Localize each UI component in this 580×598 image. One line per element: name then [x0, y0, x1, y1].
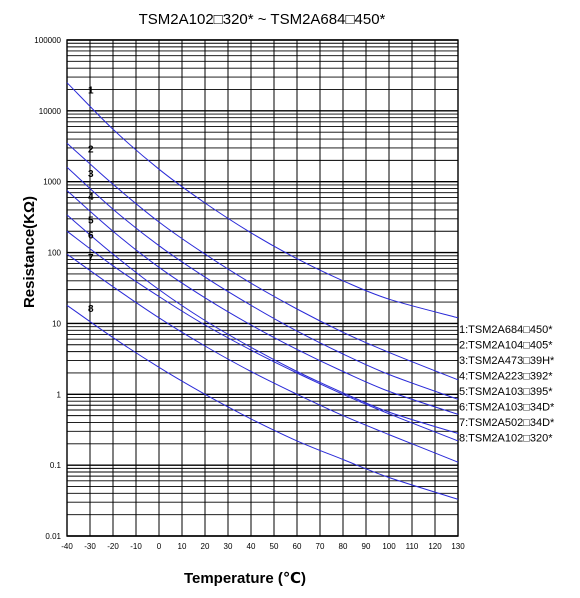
- series-line-5: [66, 214, 459, 434]
- x-tick-label: 100: [382, 542, 396, 551]
- chart-title: TSM2A102□320* ~ TSM2A684□450*: [139, 11, 386, 28]
- x-tick-label: 90: [362, 542, 371, 551]
- y-tick-labels: 0.01 0.1 1 10 100 1000 10000 100000: [34, 36, 61, 541]
- x-tick-labels: -40 -30 -20 -10 0 10 20 30 40 50 60 70 80 90 100 110 120…: [61, 542, 465, 551]
- legend: 1:TSM2A684□450* 2:TSM2A104□405* 3:TSM2A473…: [459, 324, 555, 445]
- y-tick-label: 100000: [34, 36, 61, 45]
- legend-entry: 4:TSM2A223□392*: [459, 371, 553, 383]
- y-tick-label: 100: [48, 249, 62, 258]
- x-tick-label: 110: [406, 542, 419, 551]
- x-tick-label: 10: [178, 542, 187, 551]
- series-lines: [66, 82, 459, 500]
- y-tick-label: 1: [57, 390, 62, 399]
- y-axis-label: Resistance(KΩ): [21, 196, 38, 308]
- x-tick-label: 0: [157, 542, 162, 551]
- series-number-label: 4: [88, 192, 94, 203]
- legend-entry: 5:TSM2A103□395*: [459, 386, 553, 398]
- legend-entry: 7:TSM2A502□34D*: [459, 417, 555, 429]
- x-tick-label: 60: [293, 542, 302, 551]
- series-number-label: 5: [88, 216, 94, 227]
- series-number-label: 6: [88, 231, 94, 242]
- legend-entry: 8:TSM2A102□320*: [459, 433, 553, 445]
- series-number-label: 7: [88, 253, 94, 264]
- series-line-7: [66, 253, 459, 463]
- legend-entry: 6:TSM2A103□34D*: [459, 402, 555, 414]
- x-tick-label: 70: [316, 542, 325, 551]
- x-tick-label: 50: [270, 542, 279, 551]
- x-tick-label: 80: [339, 542, 348, 551]
- x-tick-label: -30: [84, 542, 96, 551]
- y-tick-label: 1000: [43, 178, 61, 187]
- legend-entry: 3:TSM2A473□39H*: [459, 355, 555, 367]
- x-tick-label: 40: [247, 542, 256, 551]
- plot-grid: [66, 39, 459, 537]
- series-number-label: 8: [88, 304, 94, 315]
- y-tick-label: 10: [52, 319, 61, 328]
- x-tick-label: -40: [61, 542, 73, 551]
- y-tick-label: 0.1: [50, 461, 62, 470]
- plot-frame: [66, 39, 459, 537]
- y-tick-label: 10000: [39, 107, 62, 116]
- legend-entry: 2:TSM2A104□405*: [459, 340, 553, 352]
- series-line-3: [66, 166, 459, 400]
- series-line-4: [66, 190, 459, 415]
- x-tick-label: 130: [451, 542, 465, 551]
- x-tick-label: -20: [107, 542, 119, 551]
- series-line-2: [66, 142, 459, 381]
- y-tick-label: 0.01: [45, 532, 61, 541]
- series-number-label: 2: [88, 144, 94, 155]
- series-line-8: [66, 304, 459, 500]
- x-axis-label: Temperature (℃): [184, 570, 306, 587]
- series-line-1: [66, 82, 459, 319]
- series-line-6: [66, 230, 459, 442]
- series-number-label: 1: [88, 86, 94, 97]
- x-tick-label: 30: [224, 542, 233, 551]
- x-tick-label: -10: [130, 542, 142, 551]
- x-tick-label: 120: [428, 542, 442, 551]
- series-number-label: 3: [88, 169, 94, 180]
- series-number-labels: 1 2 3 4 5 6 7 8: [88, 86, 94, 315]
- x-tick-label: 20: [201, 542, 210, 551]
- legend-entry: 1:TSM2A684□450*: [459, 324, 553, 336]
